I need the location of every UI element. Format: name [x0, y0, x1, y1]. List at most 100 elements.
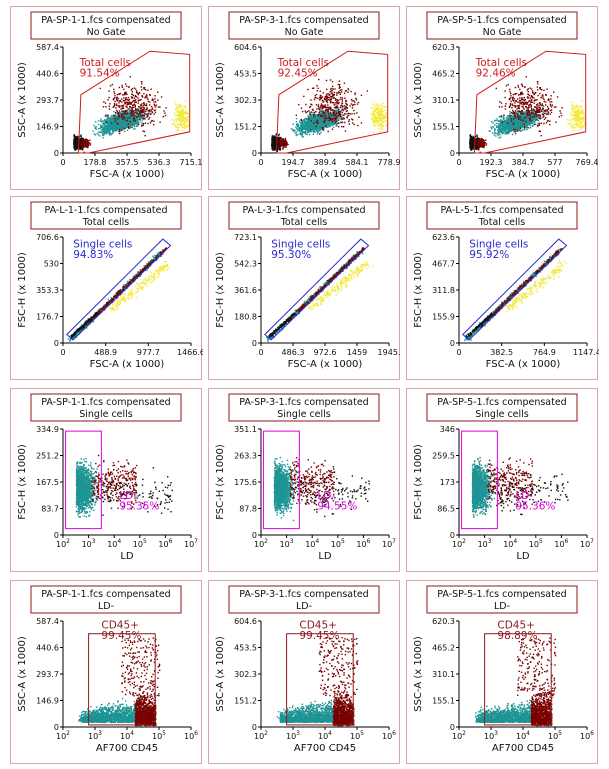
event-dot: [104, 120, 106, 122]
event-dot: [98, 128, 100, 130]
event-dot: [129, 109, 132, 111]
event-dot: [376, 113, 379, 116]
event-dot: [327, 124, 329, 127]
event-dot: [179, 115, 181, 117]
event-dot: [77, 136, 79, 139]
event-dot: [343, 114, 345, 116]
event-dot: [339, 93, 342, 95]
event-dot: [341, 111, 343, 114]
event-dot: [297, 124, 300, 126]
event-dot: [128, 113, 130, 115]
event-dot: [178, 103, 180, 106]
event-dot: [129, 76, 131, 78]
event-dot: [80, 148, 83, 150]
event-dot: [330, 101, 332, 103]
event-dot: [147, 100, 149, 103]
event-dot: [310, 128, 313, 130]
event-dot: [323, 114, 326, 116]
event-dot: [123, 99, 126, 102]
event-dot: [125, 91, 127, 93]
event-dot: [327, 106, 330, 109]
event-dot: [110, 124, 112, 126]
event-dot: [141, 114, 143, 116]
event-dot: [332, 95, 334, 97]
event-dot: [326, 121, 328, 123]
event-dot: [331, 81, 334, 83]
event-dot: [112, 114, 114, 116]
event-dot: [140, 109, 142, 112]
event-dot: [292, 129, 294, 132]
event-dot: [318, 78, 320, 81]
event-dot: [313, 123, 315, 125]
event-dot: [176, 107, 179, 109]
event-dot: [105, 130, 107, 132]
event-dot: [124, 102, 127, 104]
y-tick-label: 587.4: [36, 43, 59, 52]
event-dot: [108, 133, 111, 135]
event-dot: [341, 125, 343, 128]
event-dot: [120, 108, 122, 110]
event-dot: [126, 117, 128, 120]
event-dot: [124, 122, 126, 124]
event-dot: [335, 118, 337, 121]
event-dot: [130, 115, 133, 117]
event-dot: [337, 116, 340, 119]
event-dot: [331, 123, 334, 125]
event-dot: [125, 85, 128, 87]
event-dot: [322, 110, 324, 112]
event-dot: [330, 112, 332, 114]
event-dot: [116, 104, 118, 107]
event-dot: [74, 145, 77, 147]
event-dot: [325, 109, 328, 112]
event-dot: [332, 119, 334, 121]
event-dot: [319, 120, 322, 123]
event-dot: [323, 124, 325, 127]
event-dot: [324, 123, 326, 125]
event-dot: [119, 128, 121, 131]
event-dot: [388, 122, 390, 125]
event-dot: [184, 127, 186, 129]
event-dot: [314, 125, 316, 127]
event-dot: [330, 92, 333, 94]
event-dot: [141, 83, 143, 85]
y-axis-label: SSC-A (x 1000): [17, 62, 28, 138]
event-dot: [112, 125, 115, 128]
event-dot: [304, 110, 306, 112]
event-dot: [109, 127, 111, 130]
event-dot: [303, 124, 305, 126]
event-dot: [135, 116, 138, 118]
event-dot: [119, 100, 122, 102]
event-dot: [110, 134, 112, 136]
event-dot: [109, 118, 111, 120]
event-dot: [316, 85, 318, 87]
event-dot: [133, 112, 135, 115]
event-dot: [126, 104, 128, 106]
event-dot: [331, 116, 333, 118]
event-dot: [178, 107, 180, 109]
event-dot: [121, 101, 123, 103]
event-dot: [318, 128, 321, 130]
event-dot: [326, 88, 328, 91]
event-dot: [126, 114, 128, 116]
event-dot: [86, 143, 88, 145]
event-dot: [305, 123, 307, 125]
event-dot: [324, 110, 327, 112]
event-dot: [109, 130, 111, 133]
event-dot: [319, 90, 321, 92]
event-dot: [382, 110, 384, 113]
event-dot: [185, 120, 188, 122]
event-dot: [82, 140, 84, 142]
event-dot: [310, 131, 313, 133]
event-dot: [108, 90, 110, 92]
event-dot: [314, 117, 316, 119]
event-dot: [187, 116, 189, 118]
event-dot: [129, 125, 132, 127]
event-dot: [105, 126, 108, 128]
event-dot: [140, 107, 143, 110]
event-dot: [145, 104, 147, 107]
event-dot: [121, 114, 123, 117]
event-dot: [302, 128, 304, 130]
event-dot: [325, 122, 328, 124]
event-dot: [336, 105, 338, 107]
event-dot: [357, 124, 359, 127]
